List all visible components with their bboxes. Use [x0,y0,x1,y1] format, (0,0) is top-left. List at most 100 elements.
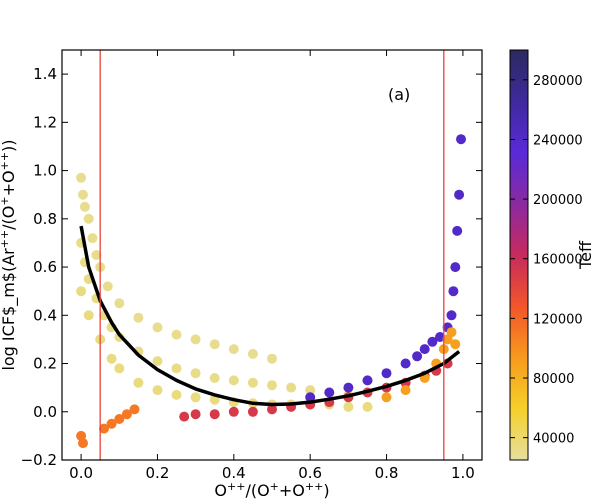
scatter-point [419,344,430,355]
scatter-point [362,401,373,412]
scatter-point [78,438,88,449]
y-axis: −0.2 0.0 0.2 0.4 0.6 0.8 1.0 1.2 1.4 [21,65,482,469]
scatter-point [76,172,87,183]
y-tick-label: 0.0 [33,403,57,421]
scatter-point [247,406,258,417]
scatter-point [446,310,457,321]
scatter-point [79,201,90,212]
scatter-point [99,423,109,434]
colorbar-tick-label: 40000 [533,432,574,447]
fit-curve [79,225,461,407]
scatter-point [152,385,163,396]
scatter-point [456,134,466,145]
scatter-point [152,322,163,333]
scatter-point [412,351,423,362]
scatter-point [102,281,113,292]
x-tick-label: 0.0 [69,464,93,482]
scatter-point [91,250,102,260]
scatter-point [152,356,163,367]
scatter-point [78,189,88,200]
scatter-point [83,213,94,224]
scatter-point [190,368,201,379]
scatter-point [83,310,94,321]
y-tick-label: 0.4 [33,306,57,324]
scatter-point [228,375,239,386]
scatter-point [179,411,190,422]
scatter-point [435,332,445,342]
scatter-point [87,233,98,244]
colorbar-tick-label: 240000 [533,133,583,148]
scatter-point [114,363,125,374]
y-tick-label: 1.4 [33,65,57,83]
x-tick-label: 0.2 [146,464,170,482]
x-tick-label: 1.0 [451,464,475,482]
scatter-point [228,406,239,417]
scatter-point [305,392,316,403]
x-axis-label: O++/(O++O++) [214,480,329,499]
colorbar-tick-label: 200000 [533,193,583,208]
y-tick-label: 1.0 [33,162,57,180]
scatter-point [171,389,182,400]
colorbar: 40000 80000 120000 160000 200000 240000 280000… [509,49,595,461]
scatter-point [114,298,125,309]
plot-frame [61,49,483,461]
colorbar-tick-label: 280000 [533,74,583,89]
scatter-point [228,344,239,355]
x-axis: 0.0 0.2 0.4 0.6 0.8 1.0 [69,50,475,482]
colorbar-tick-label: 80000 [533,372,574,387]
y-tick-label: 0.2 [33,355,57,373]
scatter-point [343,382,354,393]
scatter-point [190,392,201,403]
scatter-point [171,329,182,340]
x-tick-label: 0.6 [298,464,322,482]
scatter-point [452,225,463,236]
scatter-point [247,377,258,388]
scatter-point [76,286,87,297]
scatter-point [114,414,125,424]
scatter-point [267,353,277,364]
scatter-point [267,404,277,415]
scatter-point [190,409,201,420]
colorbar-gradient [509,49,529,461]
scatter-point [133,377,144,388]
scatter-point [454,189,465,200]
scatter-point [400,385,411,396]
scatter-point [106,353,117,364]
y-tick-label: −0.2 [21,451,57,469]
scatter-point [381,368,392,379]
colorbar-tick-label: 120000 [533,312,583,327]
scatter-point [129,404,140,415]
scatter-point [209,409,220,420]
y-tick-label: 0.6 [33,258,57,276]
scatter-point [324,387,335,398]
scatter-point [305,385,316,396]
scatter-point [209,373,220,383]
scatter-point [286,382,297,393]
scatter-markers [76,134,466,449]
vertical-lines [99,50,445,460]
scatter-point [106,418,117,429]
scatter-point [446,327,457,338]
scatter-point [267,380,277,391]
scatter-point [381,392,392,403]
x-tick-label: 0.4 [222,464,246,482]
scatter-point [362,375,373,386]
colorbar-label: Teff [576,240,595,270]
y-axis-label: log ICF$_m$(Ar++/(O++O++)) [0,139,19,370]
scatter-point [450,339,461,350]
y-tick-label: 1.2 [33,113,57,131]
x-tick-label: 0.8 [375,464,399,482]
scatter-point [171,363,182,374]
scatter-point [133,312,144,323]
scatter-point [121,409,132,420]
colorbar-tick-label: 160000 [533,253,583,268]
scatter-point [427,336,438,347]
scatter-point [190,334,201,345]
scatter-point [400,358,411,369]
scatter-point [209,339,220,350]
scatter-point [343,401,354,412]
scatter-point [450,262,461,273]
fit-curve-line [79,225,461,407]
y-tick-label: 0.8 [33,210,57,228]
